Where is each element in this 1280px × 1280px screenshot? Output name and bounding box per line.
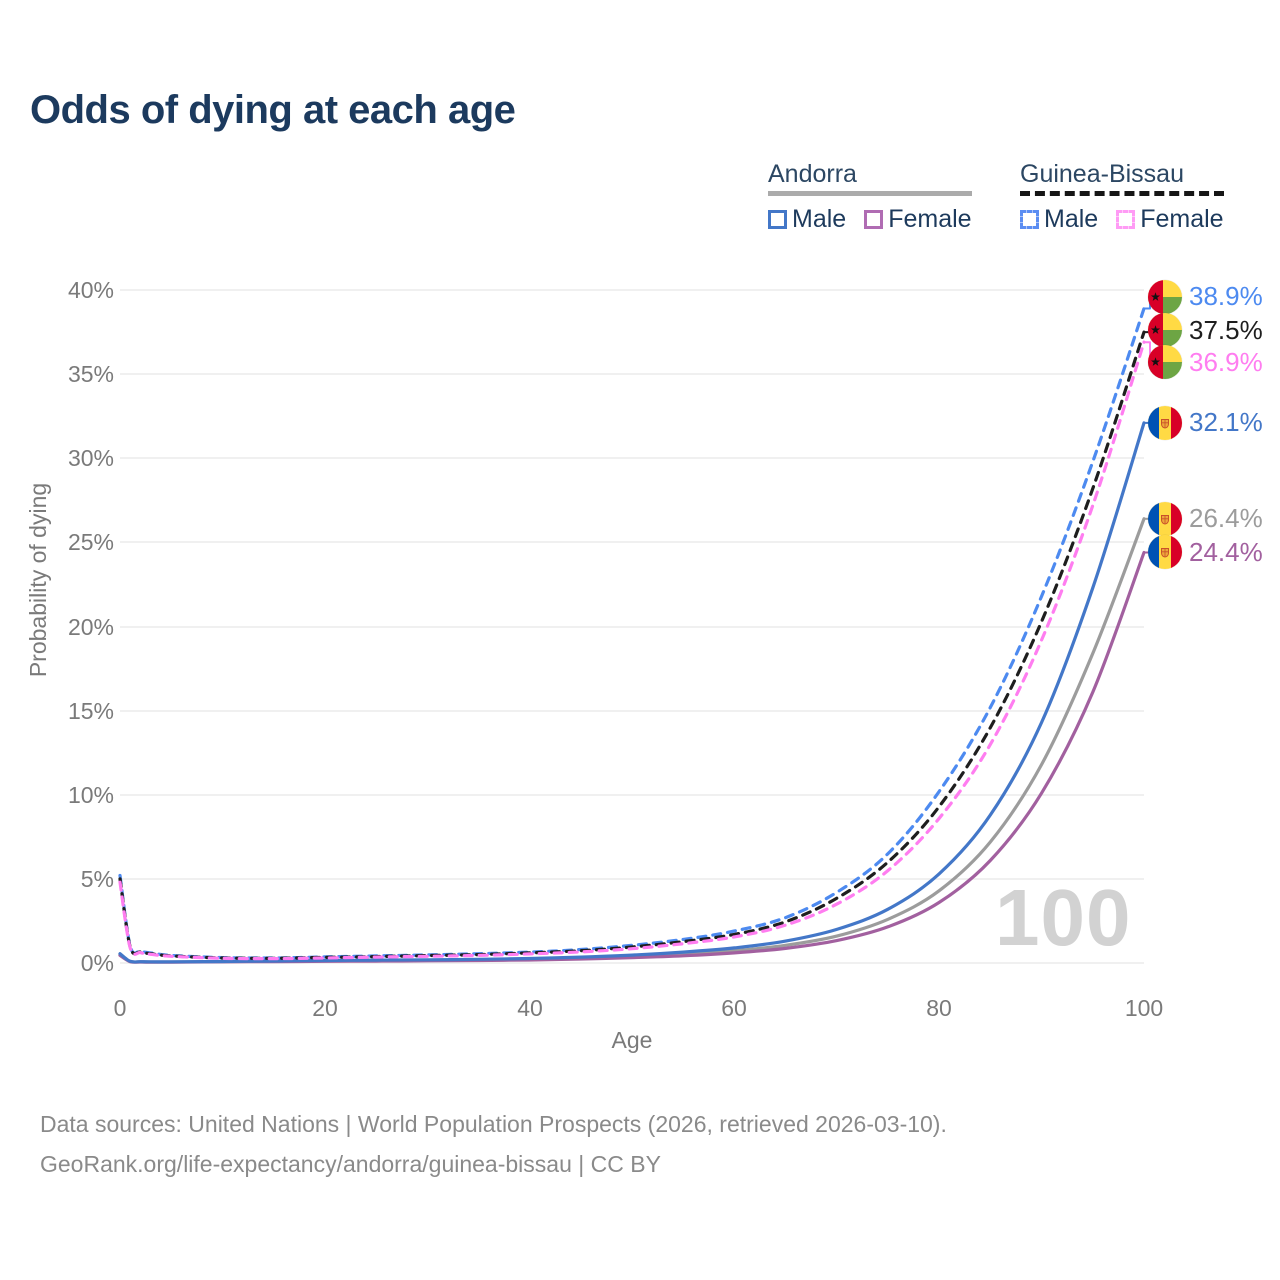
- end-value-andorra-both: 26.4%: [1189, 503, 1263, 534]
- guinea-bissau-male-swatch: [1020, 210, 1039, 229]
- guinea-bissau-female-swatch: [1116, 210, 1136, 229]
- x-axis-ticks: 0 20 40 60 80 100: [114, 995, 1164, 1021]
- y-tick-20: 20%: [68, 614, 114, 640]
- andorra-flag-icon: [1148, 535, 1182, 570]
- end-label-guinea-bissau-both: 37.5%: [1148, 313, 1263, 348]
- attribution-line: GeoRank.org/life-expectancy/andorra/guin…: [40, 1151, 661, 1177]
- data-sources-line: Data sources: United Nations | World Pop…: [40, 1111, 947, 1137]
- page-title: Odds of dying at each age: [30, 88, 516, 132]
- x-tick-40: 40: [517, 995, 543, 1021]
- legend-label-guinea-bissau-female: Female: [1140, 205, 1224, 233]
- y-tick-5: 5%: [81, 866, 114, 892]
- end-value-andorra-male: 32.1%: [1189, 407, 1263, 438]
- andorra-male-swatch: [768, 210, 787, 229]
- y-tick-30: 30%: [68, 445, 114, 471]
- x-tick-0: 0: [114, 995, 127, 1021]
- legend-group-andorra: Andorra Male Female: [768, 160, 972, 234]
- x-tick-20: 20: [312, 995, 338, 1021]
- y-axis-ticks: 0% 5% 10% 15% 20% 25% 30% 35% 40%: [68, 277, 114, 976]
- legend-item-guinea-bissau-male[interactable]: Male: [1020, 205, 1098, 234]
- andorra-flag-icon: [1148, 501, 1182, 536]
- legend-country-guinea-bissau: Guinea-Bissau: [1020, 160, 1184, 188]
- gridlines: [120, 289, 1144, 964]
- line-chart: 0% 5% 10% 15% 20% 25% 30% 35% 40% 0 20 4…: [25, 277, 1164, 1053]
- guinea-bissau-line-style-swatch: [1020, 191, 1224, 196]
- guinea-bissau-flag-icon: [1148, 279, 1182, 314]
- x-tick-100: 100: [1125, 995, 1163, 1021]
- legend-label-andorra-male: Male: [792, 205, 847, 233]
- andorra-female-swatch: [864, 210, 884, 229]
- curve-andorra-male: [118, 421, 1146, 964]
- curve-andorra-female: [118, 550, 1146, 964]
- legend-label-guinea-bissau-male: Male: [1044, 205, 1099, 233]
- y-tick-25: 25%: [68, 529, 114, 555]
- end-label-andorra-female: 24.4%: [1148, 535, 1263, 570]
- end-label-guinea-bissau-male: 38.9%: [1148, 279, 1263, 314]
- legend-label-andorra-female: Female: [888, 205, 972, 233]
- y-tick-0: 0%: [81, 950, 114, 976]
- footer: Data sources: United Nations | World Pop…: [40, 1104, 947, 1184]
- legend-item-guinea-bissau-female[interactable]: Female: [1116, 205, 1224, 234]
- end-value-guinea-bissau-male: 38.9%: [1189, 281, 1263, 312]
- end-label-andorra-both: 26.4%: [1148, 501, 1263, 536]
- x-axis-title: Age: [612, 1027, 653, 1053]
- end-value-guinea-bissau-both: 37.5%: [1189, 314, 1263, 345]
- y-axis-title: Probability of dying: [25, 483, 51, 677]
- legend-item-andorra-male[interactable]: Male: [768, 205, 846, 234]
- x-tick-60: 60: [721, 995, 747, 1021]
- andorra-flag-icon: [1148, 405, 1182, 440]
- curve-guinea-bissau-female: [118, 340, 1146, 961]
- curve-guinea-bissau-both: [118, 330, 1146, 960]
- y-tick-40: 40%: [68, 277, 114, 303]
- end-label-andorra-male: 32.1%: [1148, 405, 1263, 440]
- y-tick-10: 10%: [68, 782, 114, 808]
- y-tick-35: 35%: [68, 361, 114, 387]
- legend-group-guinea-bissau: Guinea-Bissau Male Female: [1020, 160, 1224, 234]
- end-value-guinea-bissau-female: 36.9%: [1189, 346, 1263, 377]
- legend-items-guinea-bissau: Male Female: [1020, 205, 1224, 234]
- age-watermark: 100: [995, 873, 1132, 962]
- y-tick-15: 15%: [68, 698, 114, 724]
- curve-andorra-both: [118, 517, 1146, 964]
- legend-country-andorra: Andorra: [768, 160, 857, 188]
- end-label-guinea-bissau-female: 36.9%: [1148, 345, 1263, 380]
- guinea-bissau-flag-icon: [1148, 313, 1182, 348]
- legend-item-andorra-female[interactable]: Female: [864, 205, 972, 234]
- andorra-line-style-swatch: [768, 191, 972, 196]
- legend-items-andorra: Male Female: [768, 205, 972, 234]
- curves: [118, 306, 1146, 964]
- x-tick-80: 80: [926, 995, 952, 1021]
- guinea-bissau-flag-icon: [1148, 345, 1182, 380]
- end-value-andorra-female: 24.4%: [1189, 536, 1263, 567]
